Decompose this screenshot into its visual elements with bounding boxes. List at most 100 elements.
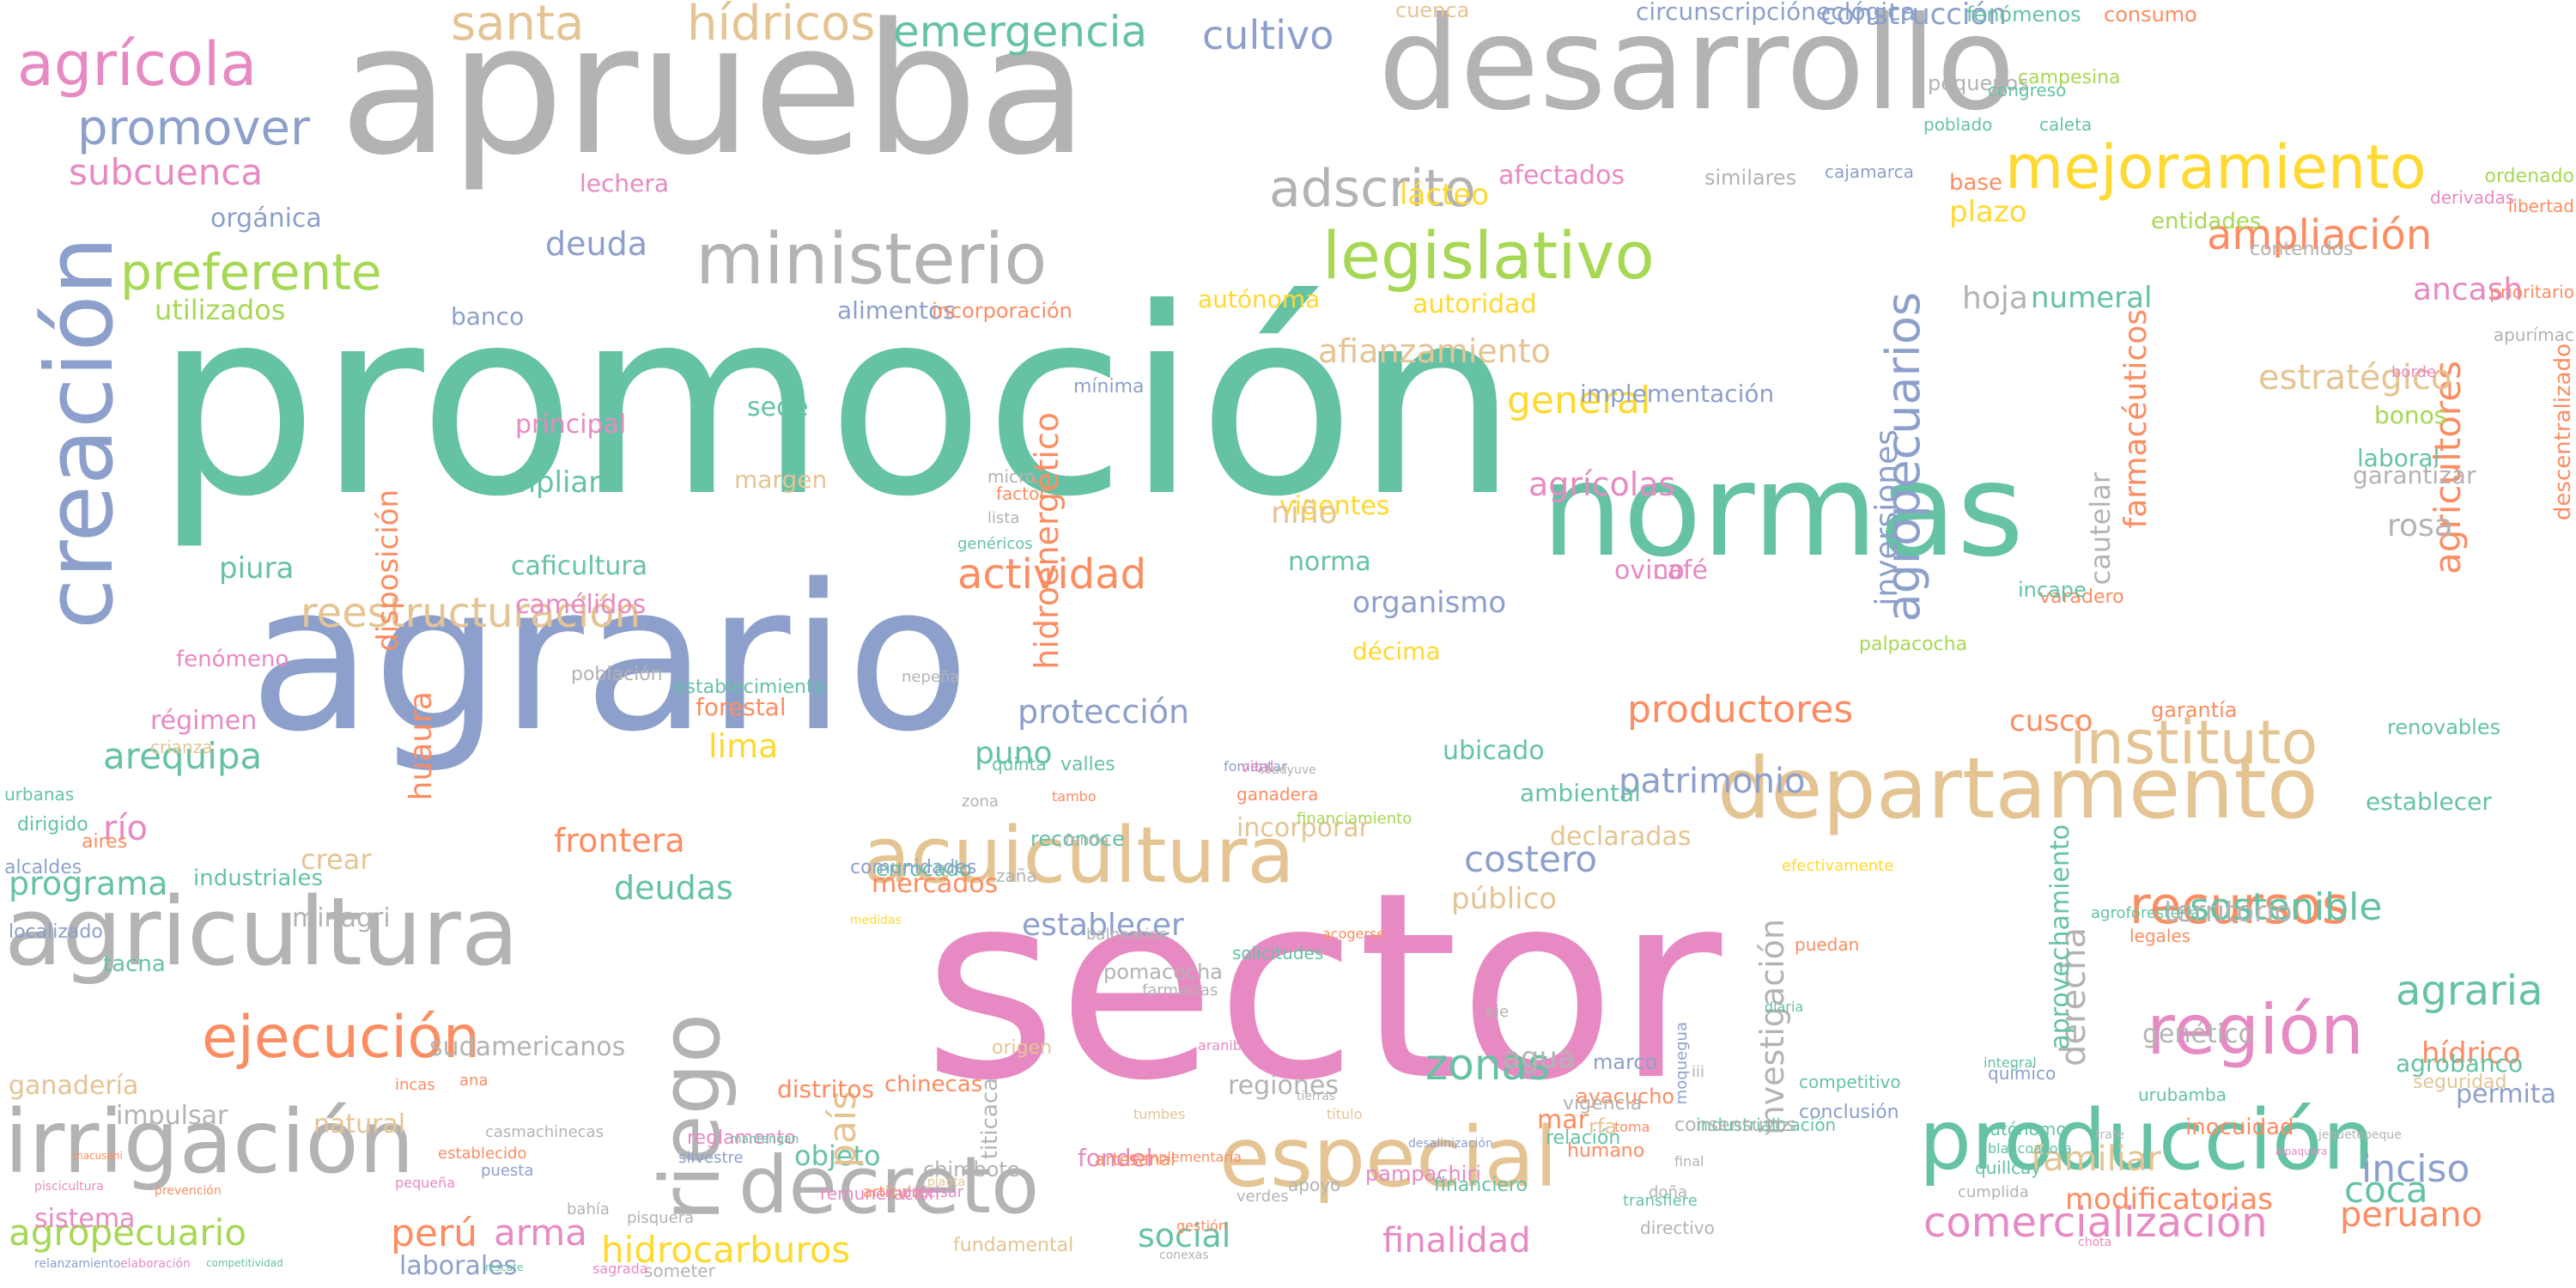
word: rescate	[485, 1261, 524, 1273]
word: zona	[962, 793, 999, 811]
word: cusco	[2009, 704, 2093, 738]
word: mejoramiento	[2005, 132, 2427, 203]
word: regiones	[1228, 1071, 1339, 1101]
word: disposición	[371, 489, 405, 652]
word: general	[1507, 379, 1651, 422]
word: natural	[313, 1109, 406, 1139]
word: agrobanco	[2396, 1049, 2524, 1078]
word: gestión	[1176, 1218, 1227, 1234]
word: cautelar	[2084, 472, 2117, 586]
word: arequipa	[103, 735, 263, 777]
word: lechera	[580, 169, 670, 197]
word: desalinización	[1408, 1137, 1493, 1151]
word: campesina	[2018, 67, 2121, 88]
word: eje	[1485, 1003, 1510, 1021]
word: autónoma	[1198, 285, 1321, 313]
word: familiar	[2031, 1139, 2161, 1179]
word: remuneración	[820, 1183, 940, 1204]
word: lista	[987, 509, 1020, 527]
word: consumo	[2104, 3, 2197, 27]
word: actividad	[957, 550, 1147, 598]
word: territorio	[2164, 895, 2293, 929]
word: establecer	[2366, 787, 2492, 816]
word: establecido	[438, 1145, 527, 1163]
word: región	[2147, 990, 2365, 1070]
word: finalidad	[1382, 1221, 1531, 1261]
word: adscrito	[1269, 159, 1476, 219]
word: aprovechamiento	[2045, 824, 2075, 1050]
word: inciso	[2361, 1147, 2470, 1191]
word: caficultura	[511, 551, 648, 581]
word: utilizados	[155, 294, 286, 326]
word: farmacias	[1142, 981, 1218, 999]
word: entidades	[2151, 209, 2262, 234]
word: margen	[734, 465, 828, 494]
word: departamento	[1717, 740, 2318, 838]
word: producción	[1919, 1092, 2375, 1188]
word: agroforestería	[2091, 904, 2200, 922]
word: promover	[77, 100, 311, 156]
word: fenómenos	[1966, 3, 2081, 27]
word: minagri	[292, 903, 391, 933]
word: afectados	[1498, 161, 1625, 191]
word: chota	[2078, 1236, 2112, 1249]
word: mercados	[872, 869, 999, 899]
word: incape	[2018, 578, 2087, 602]
word: zaña	[996, 866, 1037, 886]
word: conclusión	[1799, 1102, 1899, 1123]
word: garantía	[2151, 698, 2238, 722]
word: sostenible	[2190, 885, 2383, 929]
word: pampachiri	[1365, 1162, 1481, 1186]
word: huaura	[404, 691, 439, 801]
word: rfa	[1589, 1115, 1618, 1139]
word: patrimonio	[1619, 762, 1806, 801]
word: renovables	[2387, 715, 2501, 739]
word: farmacéuticos	[2118, 309, 2154, 529]
word: urbanas	[4, 784, 75, 805]
word: puno	[975, 736, 1053, 771]
word: alimentos	[837, 296, 956, 325]
word: camélidos	[515, 590, 647, 620]
word: rosa	[2387, 508, 2453, 544]
word: organismo	[1352, 586, 1507, 620]
word: puedan	[1795, 934, 1860, 955]
word: piscicultura	[34, 1180, 104, 1194]
word: autoridad	[1413, 289, 1537, 319]
word: normas	[1541, 436, 2025, 586]
word: tumbes	[1133, 1106, 1186, 1122]
word: seguridad	[2413, 1072, 2507, 1093]
word: régimen	[150, 706, 258, 736]
word: orgánica	[210, 204, 322, 234]
word: moquegua	[1673, 1022, 1691, 1105]
word: irrigación	[4, 1091, 415, 1194]
word: cuenca	[1395, 0, 1470, 22]
word: agraria	[2396, 967, 2543, 1015]
word: recursos	[2129, 876, 2349, 936]
word: artículo	[863, 1183, 921, 1201]
word: alpaquera	[2275, 1145, 2328, 1157]
word: ministerio	[696, 219, 1048, 301]
word: laboral	[2357, 444, 2440, 472]
word: ampliación	[2207, 211, 2433, 259]
word: lima	[708, 727, 779, 765]
word: competitividad	[206, 1257, 283, 1269]
word: ganadera	[1236, 784, 1319, 805]
word: banco	[451, 302, 525, 331]
word: agropecuario	[9, 1212, 247, 1254]
word: fenómeno	[176, 647, 289, 672]
word: consensuyos	[1674, 1115, 1796, 1136]
word: similares	[1704, 166, 1797, 190]
word: caleta	[2039, 114, 2093, 135]
word: diaria	[1765, 999, 1804, 1015]
word: humano	[1567, 1140, 1645, 1162]
word: objeto	[794, 1139, 881, 1172]
word: decreto	[738, 1139, 1040, 1231]
word: silvestre	[678, 1149, 744, 1167]
word: título	[1327, 1106, 1363, 1122]
word: fomentar	[1224, 758, 1287, 775]
word: población	[571, 664, 663, 685]
word: artesanal	[1095, 1149, 1176, 1170]
word: hidroenergético	[1028, 412, 1066, 670]
word: pisquera	[627, 1209, 695, 1227]
word: impulsar	[116, 1101, 228, 1131]
